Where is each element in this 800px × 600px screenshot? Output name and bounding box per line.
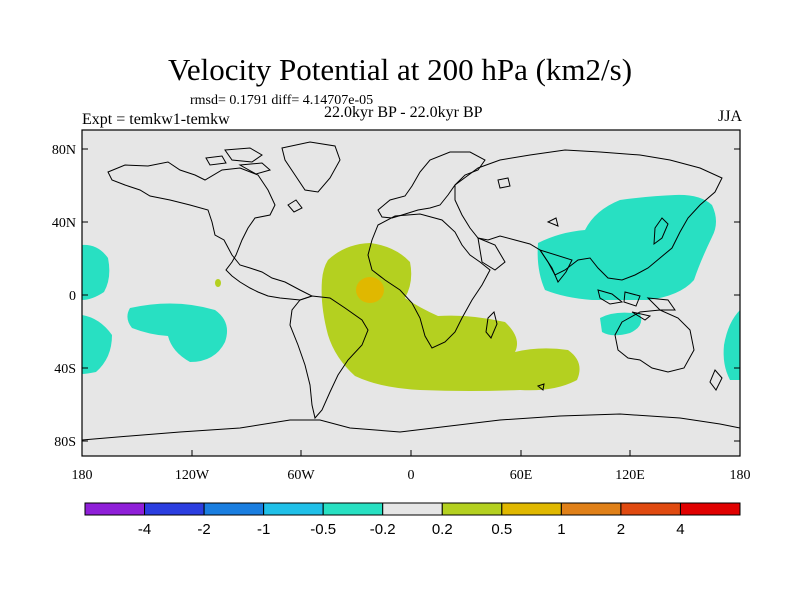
- positive-anomaly-small: [215, 279, 221, 287]
- coastline-madagascar: [485, 311, 498, 339]
- coastline-africa: [367, 213, 491, 349]
- coastline-arabia-india: [477, 237, 573, 283]
- coastline-asia: [454, 149, 723, 281]
- lon-label-120w: 120W: [175, 468, 210, 483]
- coastline-indonesia: [597, 289, 676, 321]
- stats-text: rmsd= 0.1791 diff= 4.14707e-05: [190, 93, 374, 108]
- positive-anomaly-region: [321, 243, 580, 391]
- colorbar-label-5: 0.2: [432, 521, 453, 538]
- colorbar-swatch-2: [203, 502, 265, 516]
- colorbar-swatch-7: [501, 502, 562, 516]
- negative-anomaly-south-pacific: [127, 303, 228, 362]
- coastline-canada-islands: [205, 147, 272, 175]
- lat-label-40s: 40S: [54, 362, 76, 377]
- colorbar-swatch-1: [144, 502, 205, 516]
- coastlines: [82, 141, 740, 441]
- lon-label-120e: 120E: [615, 468, 645, 483]
- colorbar-label-9: 4: [676, 521, 684, 538]
- colorbar-swatch-10: [679, 502, 741, 516]
- lon-label-60w: 60W: [287, 468, 315, 483]
- coastline-japan: [653, 217, 669, 246]
- colorbar-swatch-8: [560, 502, 622, 516]
- colorbar-swatch-0: [84, 502, 146, 516]
- lat-label-80s: 80S: [54, 435, 76, 450]
- lon-label-180e: 180: [730, 468, 751, 483]
- lon-label-0: 0: [408, 468, 415, 483]
- page-title: Velocity Potential at 200 hPa (km2/s): [167, 52, 633, 87]
- colorbar-label-2: -1: [257, 521, 270, 538]
- colorbar-swatch-4: [322, 502, 384, 516]
- axis-ticks: [81, 148, 741, 456]
- shaded-regions: [82, 194, 740, 391]
- lat-label-40n: 40N: [52, 216, 76, 231]
- colorbar: -4 -2 -1 -0.5 -0.2 0.2 0.5 1 2 4: [84, 502, 741, 538]
- lon-label-60e: 60E: [510, 468, 533, 483]
- coastline-south-america: [289, 295, 369, 420]
- negative-anomaly-southeast-pacific: [82, 315, 112, 374]
- season-label: JJA: [717, 108, 742, 125]
- colorbar-swatch-6: [441, 502, 503, 516]
- colorbar-label-8: 2: [617, 521, 625, 538]
- coastline-antarctica: [82, 413, 740, 441]
- negative-anomaly-dateline: [723, 310, 740, 380]
- negative-anomaly-asia: [537, 194, 716, 300]
- positive-anomaly-maximum: [356, 277, 384, 303]
- colorbar-label-3: -0.5: [310, 521, 336, 538]
- coastline-new-zealand: [709, 369, 723, 391]
- colorbar-label-4: -0.2: [370, 521, 396, 538]
- colorbar-label-6: 0.5: [491, 521, 512, 538]
- colorbar-swatch-5: [382, 502, 443, 516]
- coastline-australia: [614, 309, 695, 373]
- colorbar-label-0: -4: [138, 521, 151, 538]
- coastline-greenland: [281, 141, 341, 193]
- colorbar-label-1: -2: [197, 521, 210, 538]
- experiment-label: Expt = temkw1-temkw: [82, 111, 230, 128]
- colorbar-label-7: 1: [557, 521, 565, 538]
- colorbar-swatch-9: [620, 502, 681, 516]
- coastline-small-islands: [287, 177, 559, 391]
- negative-anomaly-east-pacific: [82, 244, 110, 300]
- period-label: 22.0kyr BP - 22.0kyr BP: [324, 104, 483, 121]
- coastline-north-america: [107, 161, 314, 301]
- lat-label-80n: 80N: [52, 143, 76, 158]
- colorbar-swatch-3: [263, 502, 324, 516]
- lon-label-180w: 180: [72, 468, 93, 483]
- lat-label-0: 0: [69, 289, 76, 304]
